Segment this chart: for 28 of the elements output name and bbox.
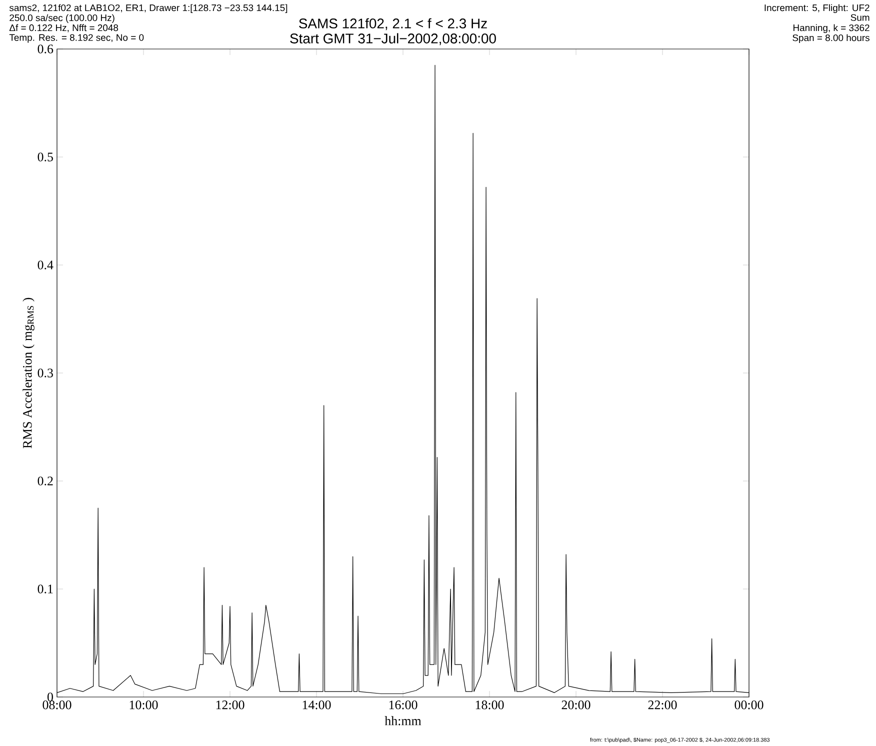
y-tick-label: 0.4 [38,260,54,270]
y-tick-label: 0.3 [38,368,53,378]
text: Sum [850,14,870,21]
y-axis-title: RMS Acceleration ( mg$_{RMS}$ ) [22,298,34,448]
x-tick-label: 18:00 [476,700,504,710]
y-tick-label: 0.6 [38,44,54,54]
x-tick-label: 00:00 [734,700,764,710]
text: sams2, 121f02 at LAB1O2, ER1, Drawer 1:[128.73 −23.53 144.15] [9,4,288,14]
text: Span = 8.00 hours [792,34,870,44]
text: 250.0 sa/sec (100.00 Hz) [10,14,114,23]
x-axis-title: hh:mm [384,716,422,726]
y-tick-label: 0.2 [38,476,53,486]
chart-subtitle: Start GMT 31−Jul−2002,08:00:00 [290,33,496,46]
text: Hanning, k = 3362 [794,24,870,34]
chart-title: SAMS 121f02, 2.1 < f < 2.3 Hz [299,18,487,30]
x-tick-label: 14:00 [302,700,331,710]
y-tick-label: 0 [48,692,53,702]
y-tick-label: 0.1 [38,584,53,594]
text: Increment: 5, Flight: UF2 [764,4,870,14]
y-tick-label: 0.5 [38,152,53,162]
x-tick-label: 12:00 [216,700,244,710]
x-tick-label: 20:00 [562,700,590,710]
x-tick-label: 22:00 [648,700,677,710]
x-tick-label: 16:00 [389,700,418,710]
text: Temp. Res. = 8.192 sec, No = 0 [9,34,144,43]
x-tick-label: 08:00 [42,700,72,710]
text: Δf = 0.122 Hz, Nfft = 2048 [9,24,118,32]
x-tick-label: 10:00 [130,700,158,710]
